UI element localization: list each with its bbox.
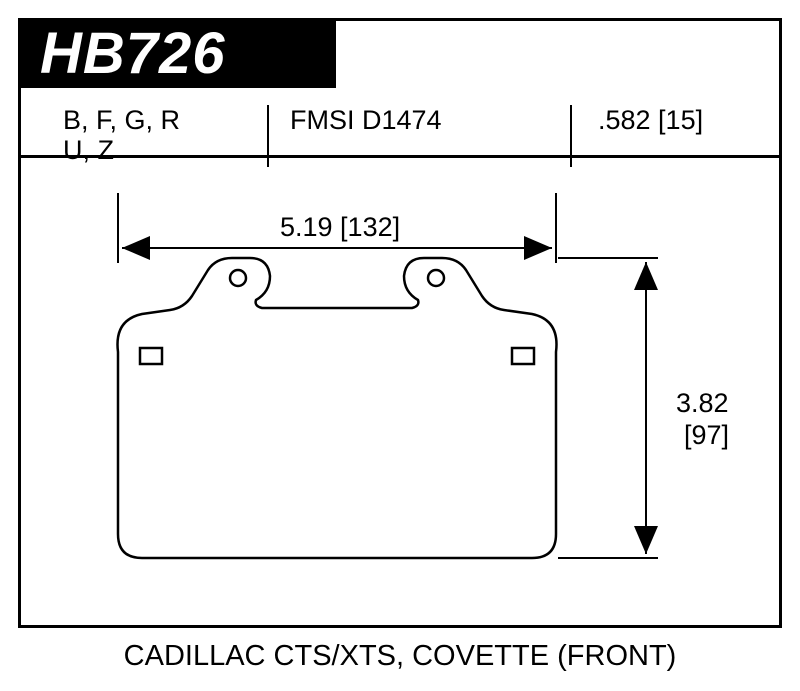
notch-left bbox=[140, 348, 162, 364]
mount-hole-left bbox=[230, 270, 246, 286]
brake-pad-diagram bbox=[18, 88, 782, 628]
brake-pad-outline bbox=[118, 258, 557, 558]
application-caption: CADILLAC CTS/XTS, COVETTE (FRONT) bbox=[0, 640, 800, 673]
notch-right bbox=[512, 348, 534, 364]
title-bar: HB726 bbox=[18, 18, 336, 88]
mount-hole-right bbox=[428, 270, 444, 286]
part-number: HB726 bbox=[40, 20, 226, 87]
